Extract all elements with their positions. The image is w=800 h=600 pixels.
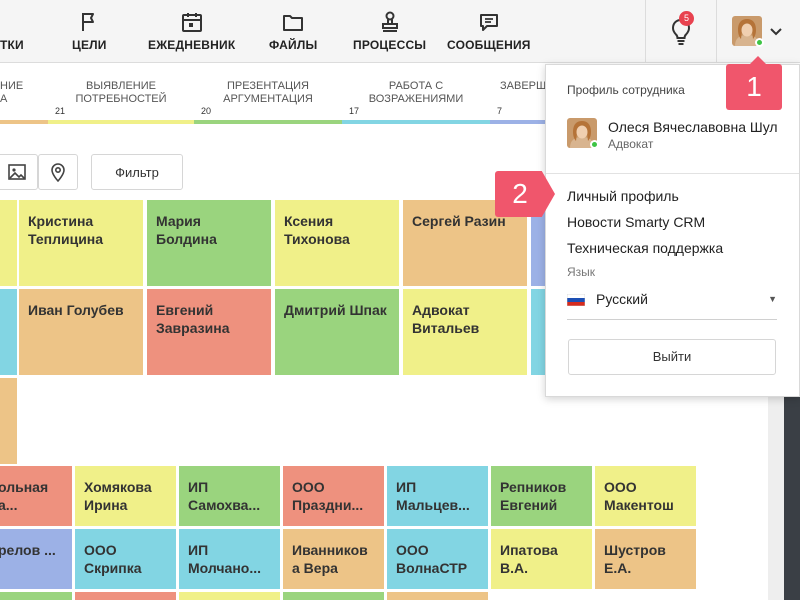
deal-card[interactable]: Репников Евгений <box>491 466 592 526</box>
deal-card[interactable]: ИП Молчано... <box>179 529 280 589</box>
logout-button[interactable]: Выйти <box>568 339 776 375</box>
deal-card[interactable] <box>387 592 488 600</box>
stage-column[interactable]: НИЕ А <box>0 64 48 126</box>
menu-divider <box>546 173 799 174</box>
nav-item-messages[interactable]: СООБЩЕНИЯ <box>445 0 533 63</box>
profile-user-role: Адвокат <box>608 137 654 151</box>
stage-count: 17 <box>349 106 360 116</box>
avatar[interactable] <box>732 16 762 46</box>
topbar-divider <box>645 0 646 63</box>
stage-name: ВЫЯВЛЕНИЕ ПОТРЕБНОСТЕЙ <box>75 80 167 105</box>
nav-item-goals[interactable]: ЦЕЛИ <box>68 0 108 63</box>
nav-item-processes[interactable]: ПРОЦЕССЫ <box>351 0 429 63</box>
stage-color-bar <box>48 120 194 124</box>
deal-card[interactable]: Ксения Тихонова <box>275 200 399 286</box>
deal-card[interactable] <box>0 289 17 375</box>
nav-item-partial[interactable]: ТКИ <box>0 0 40 63</box>
stage-column[interactable]: РАБОТА С ВОЗРАЖЕНИЯМИ 17 <box>342 64 490 126</box>
location-pin-icon <box>51 163 65 183</box>
callout-badge-1: 1 <box>726 56 782 110</box>
stage-name: ПРЕЗЕНТАЦИЯ АРГУМЕНТАЦИЯ <box>223 80 313 105</box>
nav-item-planner[interactable]: ЕЖЕДНЕВНИК <box>146 0 238 63</box>
deal-card[interactable]: ИП Самохва... <box>179 466 280 526</box>
map-view-button[interactable] <box>38 154 78 190</box>
russia-flag-icon <box>567 294 585 306</box>
callout-badge-2: 2 <box>495 171 555 217</box>
lightbulb-icon[interactable] <box>667 14 695 48</box>
nav-item-files[interactable]: ФАЙЛЫ <box>266 0 320 63</box>
image-icon <box>8 164 26 180</box>
deal-card[interactable]: Иван Голубев <box>19 289 143 375</box>
profile-dropdown-menu: Профиль сотрудника Олеся Вячеславовна Шу… <box>545 64 800 397</box>
stage-column[interactable]: ВЫЯВЛЕНИЕ ПОТРЕБНОСТЕЙ 21 <box>48 64 194 126</box>
stage-count: 21 <box>55 106 66 116</box>
pipeline-stages: НИЕ А ВЫЯВЛЕНИЕ ПОТРЕБНОСТЕЙ 21 ПРЕЗЕНТА… <box>0 64 560 126</box>
stage-color-bar <box>194 120 342 124</box>
stage-color-bar <box>342 120 490 124</box>
stage-color-bar <box>0 120 48 124</box>
deal-card[interactable]: ольная а... <box>0 466 72 526</box>
online-status-dot <box>755 38 764 47</box>
menu-item-personal-profile[interactable]: Личный профиль <box>567 188 679 204</box>
filter-button[interactable]: Фильтр <box>91 154 183 190</box>
stage-count: 20 <box>201 106 212 116</box>
deal-card[interactable] <box>283 592 384 600</box>
deal-card[interactable]: ИП Мальцев... <box>387 466 488 526</box>
image-view-button[interactable] <box>0 154 38 190</box>
stage-color-bar <box>490 120 560 124</box>
stage-count: 7 <box>497 106 503 116</box>
deal-card[interactable]: ООО Макентош <box>595 466 696 526</box>
stage-name: ЗАВЕРШ <box>500 80 547 92</box>
top-navigation-bar: ТКИ ЦЕЛИ ЕЖЕДНЕВНИК ФАЙЛЫ ПРОЦЕССЫ СООБЩ… <box>0 0 800 63</box>
deal-card[interactable] <box>0 592 72 600</box>
deal-card[interactable] <box>0 200 17 286</box>
flag-icon <box>82 13 94 31</box>
nav-label-partial: ТКИ <box>0 38 24 52</box>
profile-menu-heading: Профиль сотрудника <box>567 83 685 97</box>
folder-icon <box>283 15 303 31</box>
deal-card[interactable]: Адвокат Витальев <box>403 289 527 375</box>
deal-card[interactable]: релов ... <box>0 529 72 589</box>
deal-card[interactable]: Ипатова В.А. <box>491 529 592 589</box>
chat-icon <box>480 14 498 31</box>
deal-card[interactable] <box>0 378 17 464</box>
online-status-dot <box>590 140 599 149</box>
menu-item-news[interactable]: Новости Smarty CRM <box>567 214 706 230</box>
nav-label-messages: СООБЩЕНИЯ <box>447 38 531 52</box>
stage-name: НИЕ А <box>0 80 24 105</box>
notification-badge: 5 <box>679 11 694 26</box>
stage-column[interactable]: ЗАВЕРШ 7 <box>490 64 560 126</box>
nav-label-files: ФАЙЛЫ <box>269 38 318 52</box>
deal-card[interactable]: Евгений Завразина <box>147 289 271 375</box>
calendar-icon <box>182 13 202 32</box>
deal-card[interactable] <box>75 592 176 600</box>
language-value: Русский <box>596 291 648 307</box>
stage-column[interactable]: ПРЕЗЕНТАЦИЯ АРГУМЕНТАЦИЯ 20 <box>194 64 342 126</box>
deal-card[interactable]: Иванников а Вера <box>283 529 384 589</box>
deal-card[interactable]: ООО Скрипка <box>75 529 176 589</box>
deal-card[interactable]: ООО ВолнаСТР <box>387 529 488 589</box>
deal-card[interactable]: ООО Праздни... <box>283 466 384 526</box>
deal-card[interactable]: Дмитрий Шпак <box>275 289 399 375</box>
language-label: Язык <box>567 265 596 279</box>
nav-label-processes: ПРОЦЕССЫ <box>353 38 427 52</box>
stamp-icon <box>382 11 398 32</box>
nav-label-planner: ЕЖЕДНЕВНИК <box>148 38 236 52</box>
deal-card[interactable]: Мария Болдина <box>147 200 271 286</box>
chevron-down-icon[interactable] <box>769 24 783 38</box>
user-photo-icon <box>732 16 762 46</box>
deal-card[interactable]: Кристина Теплицина <box>19 200 143 286</box>
deal-card[interactable]: Хомякова Ирина <box>75 466 176 526</box>
deal-card[interactable] <box>179 592 280 600</box>
deal-card[interactable]: Шустров Е.А. <box>595 529 696 589</box>
stage-name: РАБОТА С ВОЗРАЖЕНИЯМИ <box>368 80 464 105</box>
topbar-divider <box>716 0 717 63</box>
nav-label-goals: ЦЕЛИ <box>72 38 107 52</box>
profile-user-name: Олеся Вячеславовна Шул <box>608 119 778 135</box>
language-select[interactable]: Русский ▼ <box>567 288 777 320</box>
deal-card[interactable] <box>531 200 548 286</box>
deal-card[interactable] <box>531 289 548 375</box>
menu-item-support[interactable]: Техническая поддержка <box>567 240 724 256</box>
caret-down-icon: ▼ <box>768 294 777 304</box>
